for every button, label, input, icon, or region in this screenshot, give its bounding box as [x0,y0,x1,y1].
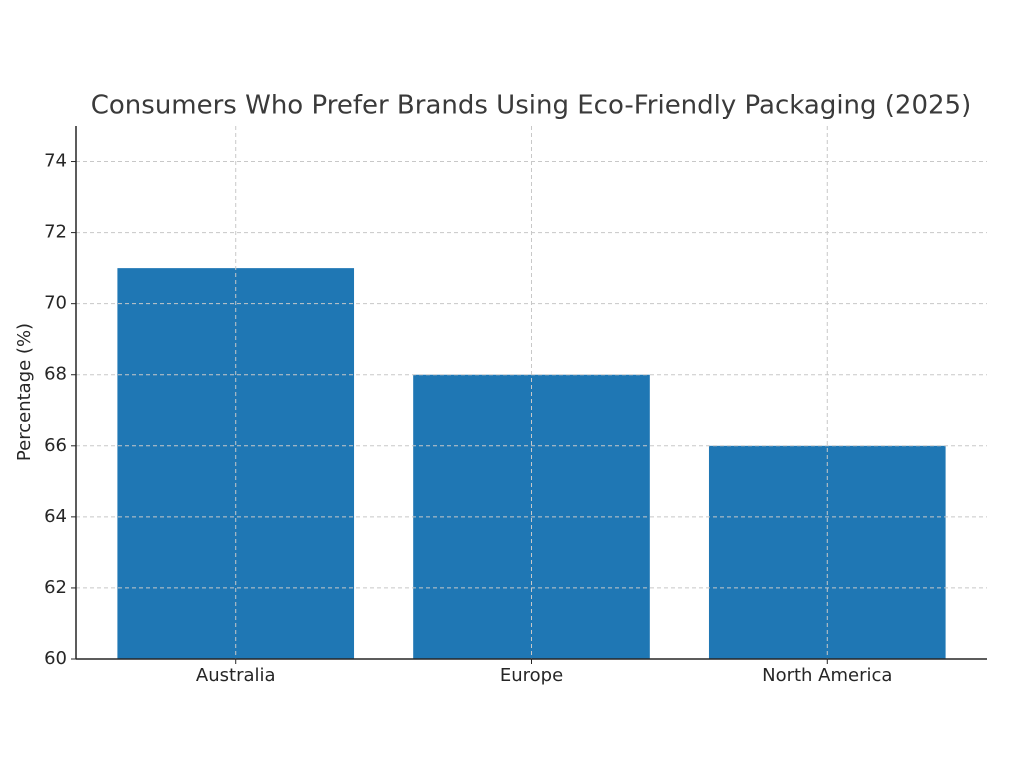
y-tick-label: 68 [44,364,67,385]
x-tick-label: North America [762,665,892,686]
y-tick-label: 72 [44,222,67,243]
y-tick-label: 64 [44,506,67,527]
y-tick-label: 70 [44,293,67,314]
y-tick-label: 62 [44,577,67,598]
x-tick-label: Europe [500,665,563,686]
y-tick-label: 74 [44,151,67,172]
chart-title: Consumers Who Prefer Brands Using Eco-Fr… [91,91,972,121]
y-axis-label: Percentage (%) [14,323,35,461]
y-tick-label: 66 [44,435,67,456]
x-tick-label: Australia [196,665,276,686]
y-tick-label: 60 [44,648,67,669]
